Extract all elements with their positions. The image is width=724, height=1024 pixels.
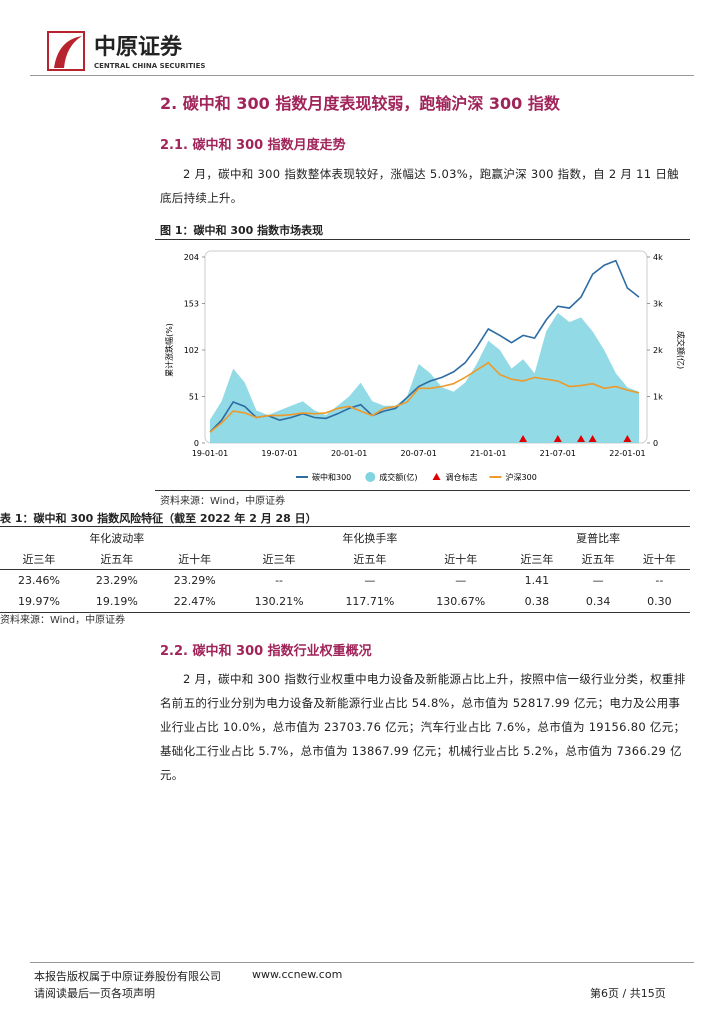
legend-label: 成交额(亿) [379, 472, 417, 482]
table-cell: 22.47% [173, 595, 216, 608]
y-tick-label: 153 [184, 300, 199, 309]
series-line [209, 259, 640, 433]
table-caption: 表 1：碳中和 300 指数风险特征（截至 2022 年 2 月 28 日） [0, 512, 317, 525]
y2-tick-label: 1k [653, 393, 663, 402]
group-header: 夏普比率 [576, 531, 621, 545]
group-header: 年化波动率 [89, 531, 145, 545]
caption-rule [155, 239, 690, 240]
logo-swoosh [54, 36, 82, 68]
y2-tick-label: 0 [653, 439, 658, 448]
group-header: 年化换手率 [342, 531, 398, 545]
figure-rule [155, 490, 690, 491]
x-tick-label: 19-07-01 [261, 449, 297, 458]
subsection-title: 2.1. 碳中和 300 指数月度走势 [160, 138, 346, 153]
column-header: 近三年 [520, 552, 554, 566]
table-cell: 1.41 [524, 574, 550, 587]
rebalance-marker [577, 435, 586, 442]
table-cell: 130.21% [254, 595, 304, 608]
logo: 中原证券 CENTRAL CHINA SECURITIES [47, 31, 205, 71]
table-cell: -- [655, 574, 664, 587]
footer-rule [30, 962, 694, 963]
y2-tick-label: 2k [653, 346, 663, 355]
paragraph: 2 月，碳中和 300 指数整体表现较好，涨幅达 5.03%，跑赢沪深 300 … [160, 167, 679, 205]
table-cell: 19.19% [95, 595, 138, 608]
legend-swatch [365, 472, 376, 482]
table-cell: 0.38 [524, 595, 550, 608]
legend-label: 沪深300 [506, 472, 537, 482]
subsection-title: 2.2. 碳中和 300 指数行业权重概况 [160, 644, 372, 659]
header-rule [30, 75, 694, 76]
figure-caption: 图 1：碳中和 300 指数市场表现 [160, 224, 324, 237]
table-source: 资料来源：Wind，中原证券 [0, 615, 126, 626]
x-tick-label: 20-07-01 [401, 449, 437, 458]
table-row: 近三年 近五年 近十年 近三年 近五年 近十年 近三年 近五年 近十年 [0, 548, 690, 570]
section-title: 2. 碳中和 300 指数月度表现较弱，跑输沪深 300 指数 [160, 94, 560, 113]
footer-notice: 请阅读最后一页各项声明 [34, 987, 155, 1000]
table-row: 19.97% 19.19% 22.47% 130.21% 117.71% 130.67% 0… [0, 591, 690, 613]
table-cell: 23.29% [95, 574, 138, 587]
x-tick-label: 21-01-01 [470, 449, 506, 458]
table-cell: 0.30 [647, 595, 672, 608]
y-tick-label: 102 [184, 346, 199, 355]
figure-source: 资料来源：Wind，中原证券 [160, 496, 286, 507]
table-row: 年化波动率 年化换手率 夏普比率 [0, 527, 690, 549]
y-tick-label: 51 [189, 393, 199, 402]
table-cell: — [364, 574, 376, 587]
footer-copyright: 本报告版权属于中原证券股份有限公司 [34, 970, 221, 983]
rebalance-marker [588, 435, 597, 442]
y-tick-label: 204 [184, 253, 199, 262]
table-cell: 23.29% [173, 574, 216, 587]
table-cell: 23.46% [17, 574, 60, 587]
footer-page: 第6页 / 共15页 [590, 987, 666, 1000]
column-header: 近五年 [353, 552, 387, 566]
x-tick-label: 19-01-01 [192, 449, 228, 458]
rebalance-marker [623, 435, 632, 442]
y2-axis-label: 成交额(亿) [676, 331, 686, 369]
rebalance-marker [553, 435, 562, 442]
logo-subtext: CENTRAL CHINA SECURITIES [94, 62, 205, 70]
volume-area [210, 312, 639, 443]
x-tick-label: 22-01-01 [609, 449, 645, 458]
column-header: 近五年 [581, 552, 615, 566]
legend-label: 碳中和300 [312, 472, 351, 482]
y-axis-label: 累计涨跌幅(%) [164, 323, 174, 377]
legend-label: 调仓标志 [446, 472, 478, 482]
column-header: 近三年 [22, 552, 56, 566]
table-cell: 130.67% [436, 595, 486, 608]
legend-swatch [432, 473, 441, 480]
column-header: 近五年 [100, 552, 134, 566]
y2-tick-label: 3k [653, 300, 663, 309]
table-cell: — [592, 574, 604, 587]
table-cell: -- [275, 574, 284, 587]
table-row: 23.46% 23.29% 23.29% -- — — 1.41 — -- [0, 570, 690, 592]
paragraph: 2 月，碳中和 300 指数行业权重中电力设备及新能源占比上升，按照中信一级行业… [160, 672, 686, 782]
column-header: 近三年 [262, 552, 296, 566]
x-tick-label: 21-07-01 [540, 449, 576, 458]
x-tick-label: 20-01-01 [331, 449, 367, 458]
table-cell: — [455, 574, 467, 587]
table-cell: 117.71% [345, 595, 395, 608]
footer-website: www.ccnew.com [252, 968, 343, 981]
column-header: 近十年 [178, 552, 212, 566]
column-header: 近十年 [642, 552, 676, 566]
series-line [209, 361, 640, 433]
rebalance-marker [519, 435, 528, 442]
y-tick-label: 0 [194, 439, 199, 448]
logo-text: 中原证券 [94, 34, 183, 60]
column-header: 近十年 [444, 552, 478, 566]
table: 年化波动率 年化换手率 夏普比率近三年 近五年 近十年 近三年 近五年 近十年 近三年 近五年 近十… [0, 526, 690, 613]
y2-tick-label: 4k [653, 253, 663, 262]
table-cell: 0.34 [585, 595, 611, 608]
table-cell: 19.97% [17, 595, 60, 608]
chart: 累计涨跌幅(%) 成交额(亿) 0 51 102 153 204 0 1k 2k 3k 4k 19-… [164, 250, 686, 482]
